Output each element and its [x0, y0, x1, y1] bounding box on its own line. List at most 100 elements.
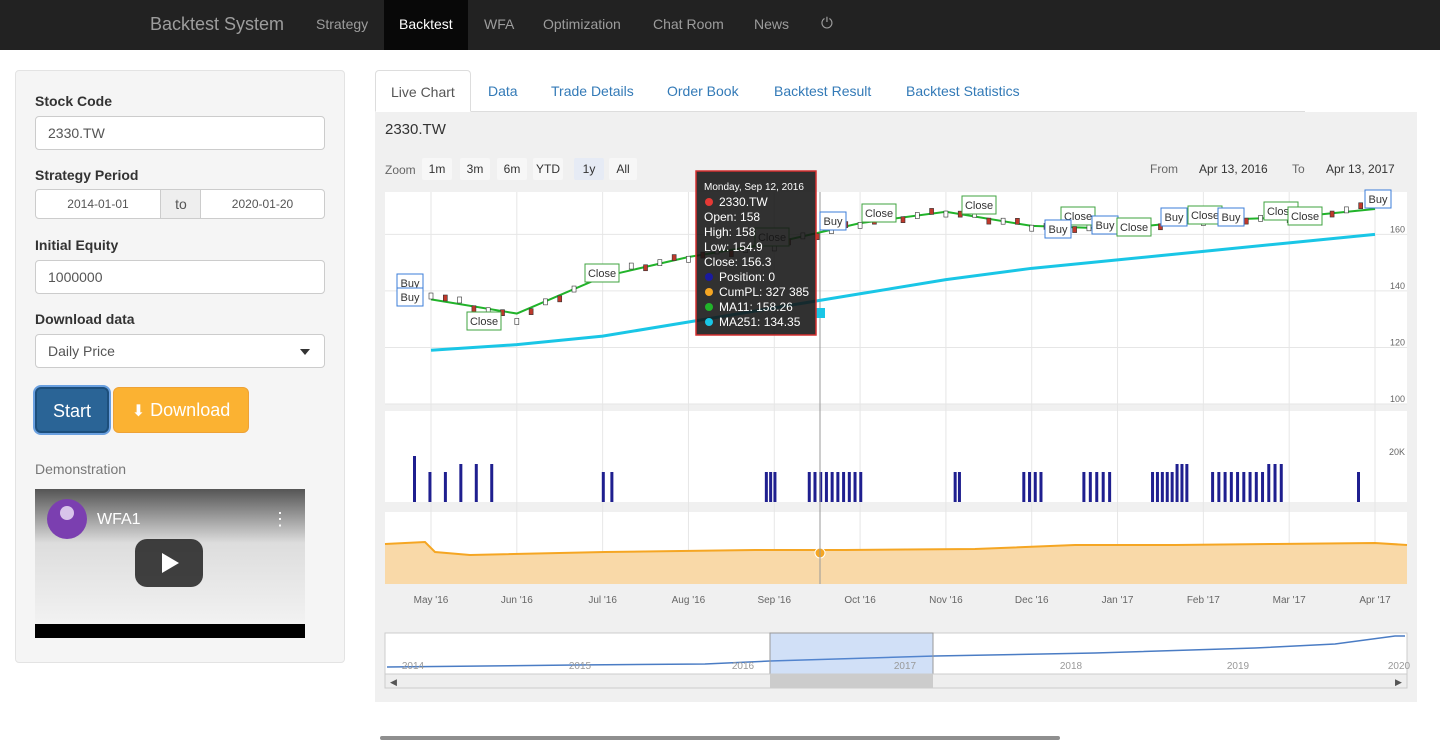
- candle: [514, 318, 520, 325]
- x-axis-label: May '16: [414, 595, 449, 606]
- scroll-left-icon[interactable]: ◀: [390, 677, 397, 687]
- candle: [1000, 217, 1006, 225]
- navigator-window[interactable]: [769, 632, 934, 675]
- chevron-down-icon: [300, 349, 310, 355]
- volume-bar: [836, 472, 840, 502]
- candle: [1158, 223, 1163, 231]
- tab-order-book[interactable]: Order Book: [667, 83, 739, 99]
- candle: [857, 222, 863, 229]
- tooltip-cumpl: CumPL: 327 385: [719, 285, 809, 299]
- play-icon[interactable]: [135, 539, 203, 587]
- tooltip-ma251: MA251: 134.35: [719, 315, 801, 329]
- zoom-button-ytd[interactable]: [533, 158, 563, 180]
- trade-flag-buy[interactable]: [396, 287, 424, 307]
- trade-flag-label: Close: [865, 208, 893, 220]
- trade-flag-buy[interactable]: [1044, 219, 1072, 239]
- volume-bar: [443, 472, 447, 502]
- candle: [657, 259, 663, 266]
- volume-bar: [459, 464, 463, 502]
- initial-equity-input[interactable]: 1000000: [35, 260, 325, 294]
- candle: [986, 217, 992, 225]
- trade-flag-label: Buy: [401, 292, 420, 304]
- zoom-button-label: 3m: [467, 162, 484, 176]
- candle: [643, 264, 648, 272]
- x-axis-label: Sep '16: [757, 595, 791, 606]
- channel-avatar[interactable]: [47, 499, 87, 539]
- trade-flag-buy[interactable]: [1217, 207, 1245, 227]
- period-end-input[interactable]: 2020-01-20: [200, 189, 325, 219]
- cumpl-line: [384, 540, 1408, 557]
- tooltip-date: Monday, Sep 12, 2016: [704, 182, 804, 193]
- nav-news[interactable]: News: [754, 16, 790, 32]
- tab-backtest-result[interactable]: Backtest Result: [774, 83, 872, 99]
- x-axis-label: Oct '16: [844, 595, 876, 606]
- trade-flag-label: Close: [965, 200, 993, 212]
- trade-flag-close[interactable]: [466, 311, 502, 331]
- from-label: From: [1150, 162, 1178, 176]
- volume-bar: [842, 472, 846, 502]
- power-icon[interactable]: ⏻: [821, 15, 833, 32]
- volume-bar: [1254, 472, 1258, 502]
- nav-strategy[interactable]: Strategy: [316, 16, 369, 32]
- zoom-button-label: 1m: [429, 162, 446, 176]
- zoom-button-3m[interactable]: [460, 158, 490, 180]
- trade-flag-buy[interactable]: [1160, 207, 1188, 227]
- brand-title[interactable]: Backtest System: [150, 14, 285, 34]
- volume-bar: [1108, 472, 1112, 502]
- x-axis-label: Feb '17: [1187, 595, 1220, 606]
- candle: [543, 298, 548, 306]
- volume-bar: [1236, 472, 1240, 502]
- trade-flag-buy[interactable]: [819, 211, 847, 231]
- zoom-button-all[interactable]: [609, 158, 637, 180]
- video-title[interactable]: WFA1: [97, 511, 141, 528]
- tab-trade-details[interactable]: Trade Details: [551, 83, 634, 99]
- download-button[interactable]: ⬇ Download: [113, 387, 249, 433]
- volume-bar: [1088, 472, 1092, 502]
- trade-flag-close[interactable]: [1287, 206, 1323, 226]
- tooltip-cumpl-dot: [705, 288, 713, 296]
- demo-video[interactable]: WFA1 ⋮: [35, 489, 305, 638]
- strategy-period-label: Strategy Period: [35, 167, 139, 183]
- from-input[interactable]: Apr 13, 2016: [1199, 162, 1268, 176]
- trade-flag-close[interactable]: [1116, 217, 1152, 237]
- tab-live-chart[interactable]: Live Chart: [375, 70, 471, 112]
- tab-backtest-statistics[interactable]: Backtest Statistics: [906, 83, 1020, 99]
- volume-bar: [1101, 472, 1105, 502]
- volume-bar: [773, 472, 777, 502]
- zoom-button-6m[interactable]: [497, 158, 527, 180]
- volume-bar: [1279, 464, 1283, 502]
- x-axis-label: Dec '16: [1015, 595, 1049, 606]
- navigator-year-label: 2020: [1388, 661, 1411, 672]
- volume-bar: [474, 464, 478, 502]
- trade-flag-close[interactable]: [584, 263, 620, 283]
- nav-chat-room[interactable]: Chat Room: [653, 16, 724, 32]
- nav-backtest[interactable]: Backtest: [384, 0, 468, 50]
- trade-flag-close[interactable]: [961, 195, 997, 215]
- more-options-icon[interactable]: ⋮: [271, 509, 289, 529]
- scrollbar-thumb[interactable]: [770, 674, 933, 688]
- trade-flag-buy[interactable]: [1364, 189, 1392, 209]
- trade-flag-label: Close: [1191, 210, 1219, 222]
- zoom-button-1y[interactable]: [574, 158, 604, 180]
- nav-wfa[interactable]: WFA: [484, 16, 515, 32]
- volume-bar: [957, 472, 961, 502]
- tooltip-ma11-dot: [705, 303, 713, 311]
- navigator-year-label: 2017: [894, 661, 917, 672]
- start-button[interactable]: Start: [35, 387, 109, 433]
- zoom-button-1m[interactable]: [422, 158, 452, 180]
- navigator-year-label: 2019: [1227, 661, 1250, 672]
- trade-flag-label: Close: [588, 268, 616, 280]
- scroll-right-icon[interactable]: ▶: [1395, 677, 1402, 687]
- period-start-input[interactable]: 2014-01-01: [35, 189, 161, 219]
- navigator-year-label: 2016: [732, 661, 755, 672]
- tab-data[interactable]: Data: [488, 83, 518, 99]
- nav-optimization[interactable]: Optimization: [543, 16, 621, 32]
- volume-bar: [819, 472, 823, 502]
- stock-code-input[interactable]: 2330.TW: [35, 116, 325, 150]
- volume-bar: [807, 472, 811, 502]
- trade-flag-label: Close: [1120, 222, 1148, 234]
- candle: [1258, 215, 1263, 222]
- to-input[interactable]: Apr 13, 2017: [1326, 162, 1395, 176]
- download-data-select[interactable]: Daily Price: [35, 334, 325, 368]
- trade-flag-close[interactable]: [861, 203, 897, 223]
